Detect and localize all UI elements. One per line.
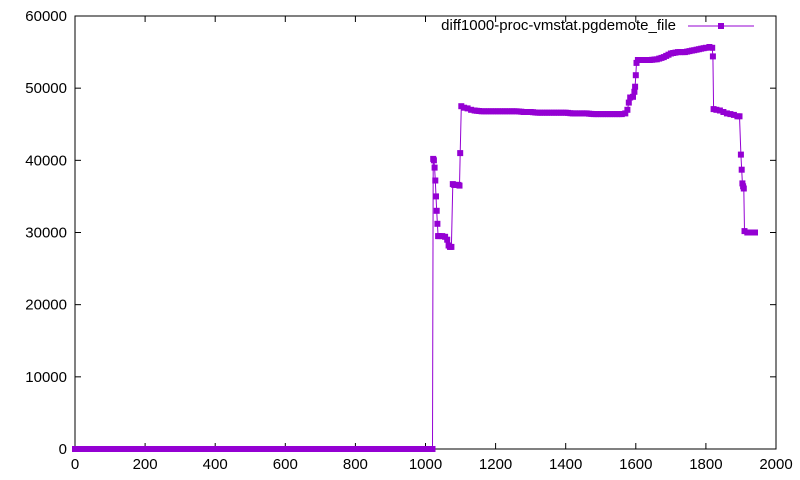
data-point bbox=[518, 108, 525, 115]
series-layer bbox=[72, 44, 758, 452]
data-point bbox=[511, 108, 518, 115]
x-tick-label: 1000 bbox=[409, 456, 442, 473]
data-point bbox=[546, 109, 553, 116]
x-tick-label: 1800 bbox=[689, 456, 722, 473]
data-point bbox=[632, 72, 639, 79]
data-point bbox=[738, 166, 745, 173]
data-point bbox=[574, 110, 581, 117]
data-point bbox=[632, 83, 639, 90]
data-point bbox=[644, 57, 651, 63]
x-tick-label: 200 bbox=[133, 456, 158, 473]
data-point bbox=[567, 110, 574, 117]
data-point bbox=[709, 53, 716, 60]
x-tick-label: 1200 bbox=[479, 456, 512, 473]
data-point bbox=[625, 99, 632, 106]
data-point bbox=[560, 109, 567, 116]
data-point bbox=[497, 108, 504, 115]
data-point bbox=[595, 111, 602, 118]
data-point bbox=[448, 243, 455, 250]
data-point bbox=[665, 51, 672, 58]
x-tick-label: 400 bbox=[203, 456, 228, 473]
data-point bbox=[433, 207, 440, 214]
data-point bbox=[432, 177, 439, 184]
data-point bbox=[602, 111, 609, 118]
y-tick-label: 20000 bbox=[25, 297, 67, 314]
data-point bbox=[461, 104, 468, 111]
data-point bbox=[709, 44, 716, 51]
x-tick-label: 0 bbox=[71, 456, 79, 473]
data-point bbox=[476, 108, 483, 114]
y-tick-label: 30000 bbox=[25, 225, 67, 242]
data-point bbox=[716, 107, 723, 114]
y-tick-label: 60000 bbox=[25, 8, 67, 25]
data-point bbox=[686, 48, 693, 55]
data-point bbox=[525, 109, 532, 115]
x-axis: 0 200 400 600 800 1000 1200 1400 1600 1800 2000 bbox=[71, 16, 793, 473]
data-point bbox=[434, 220, 441, 227]
data-point bbox=[532, 109, 539, 116]
data-point bbox=[431, 164, 438, 171]
data-point bbox=[637, 57, 644, 63]
data-point bbox=[723, 110, 730, 117]
y-tick-label: 0 bbox=[59, 441, 67, 458]
data-point bbox=[737, 151, 744, 158]
data-point bbox=[457, 150, 464, 157]
data-point bbox=[693, 46, 700, 53]
data-point bbox=[430, 157, 437, 164]
data-point bbox=[468, 106, 475, 113]
y-tick-label: 50000 bbox=[25, 80, 67, 97]
data-point bbox=[752, 229, 758, 236]
data-point bbox=[740, 185, 747, 192]
plot-frame bbox=[74, 15, 777, 450]
data-point bbox=[464, 105, 471, 112]
data-point bbox=[483, 108, 490, 115]
x-tick-label: 2000 bbox=[759, 456, 792, 473]
data-point bbox=[720, 109, 727, 115]
data-point bbox=[651, 56, 658, 63]
legend: diff1000-proc-vmstat.pgdemote_file bbox=[441, 17, 754, 34]
x-tick-label: 1400 bbox=[549, 456, 582, 473]
data-point bbox=[730, 111, 737, 118]
data-point bbox=[456, 182, 463, 189]
data-point bbox=[581, 110, 588, 117]
data-point bbox=[679, 49, 686, 56]
y-axis: 0 10000 20000 30000 40000 50000 60000 bbox=[25, 8, 776, 458]
data-point bbox=[630, 93, 636, 100]
data-point bbox=[553, 109, 560, 116]
data-point bbox=[658, 54, 665, 61]
data-point bbox=[713, 106, 720, 113]
legend-marker-sample bbox=[718, 23, 724, 29]
data-point bbox=[727, 111, 734, 118]
data-point bbox=[700, 45, 707, 52]
data-point bbox=[609, 111, 616, 118]
data-point bbox=[504, 108, 511, 115]
data-point bbox=[736, 113, 743, 120]
x-tick-label: 600 bbox=[273, 456, 298, 473]
x-tick-label: 1600 bbox=[619, 456, 652, 473]
x-tick-label: 800 bbox=[343, 456, 368, 473]
data-point bbox=[444, 236, 451, 243]
data-point bbox=[433, 193, 439, 200]
data-point bbox=[672, 49, 679, 56]
data-point bbox=[616, 111, 623, 118]
data-point bbox=[539, 109, 546, 116]
legend-label: diff1000-proc-vmstat.pgdemote_file bbox=[441, 17, 676, 34]
data-point bbox=[429, 446, 436, 452]
y-tick-label: 40000 bbox=[25, 152, 67, 169]
data-point bbox=[631, 88, 638, 95]
data-point bbox=[622, 110, 629, 117]
data-point bbox=[490, 108, 497, 115]
data-point bbox=[588, 110, 595, 117]
y-tick-label: 10000 bbox=[25, 369, 67, 386]
series-line bbox=[75, 46, 755, 450]
data-point bbox=[624, 106, 631, 113]
